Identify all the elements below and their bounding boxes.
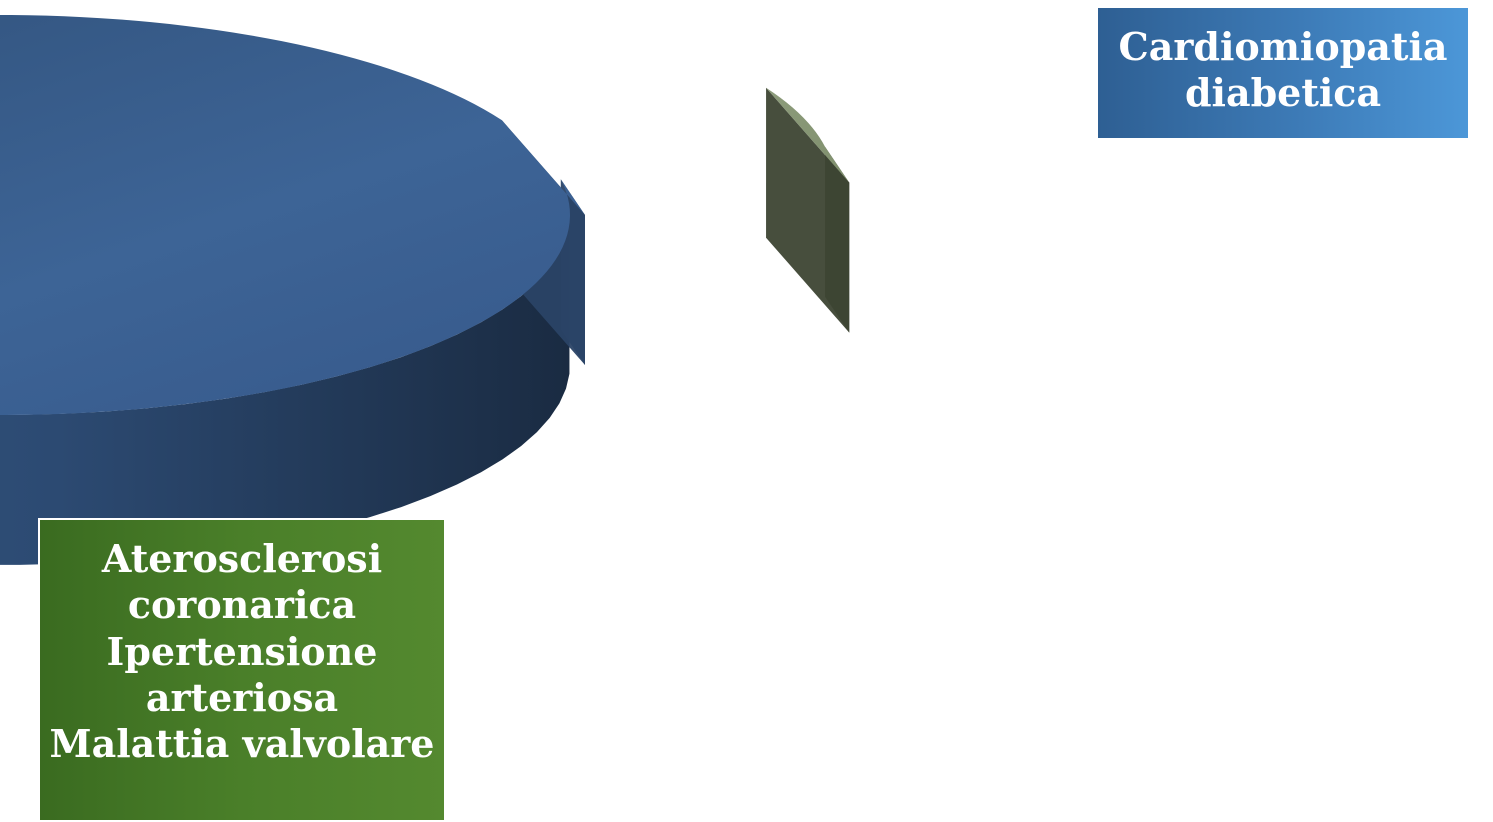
label-line: diabetica [1184,70,1382,116]
label-line: Aterosclerosi [101,536,383,581]
label-line: Ipertensione [106,628,378,674]
cardiomiopatia-label: Cardiomiopatia diabetica [1098,8,1468,138]
label-line: Cardiomiopatia [1118,24,1448,69]
pie-slice-main [0,15,585,565]
label-line: coronarica [127,582,357,628]
aterosclerosi-label: Aterosclerosi coronarica Ipertensione ar… [38,518,446,822]
slice-side-wall [0,223,570,565]
label-line: arteriosa [145,675,339,721]
slice-top-face [0,15,585,415]
slice-top-face [766,87,850,183]
label-line: Malattia valvolare [49,721,435,767]
slice-cut-face [825,146,850,333]
pie-slice-cardio [766,87,850,333]
